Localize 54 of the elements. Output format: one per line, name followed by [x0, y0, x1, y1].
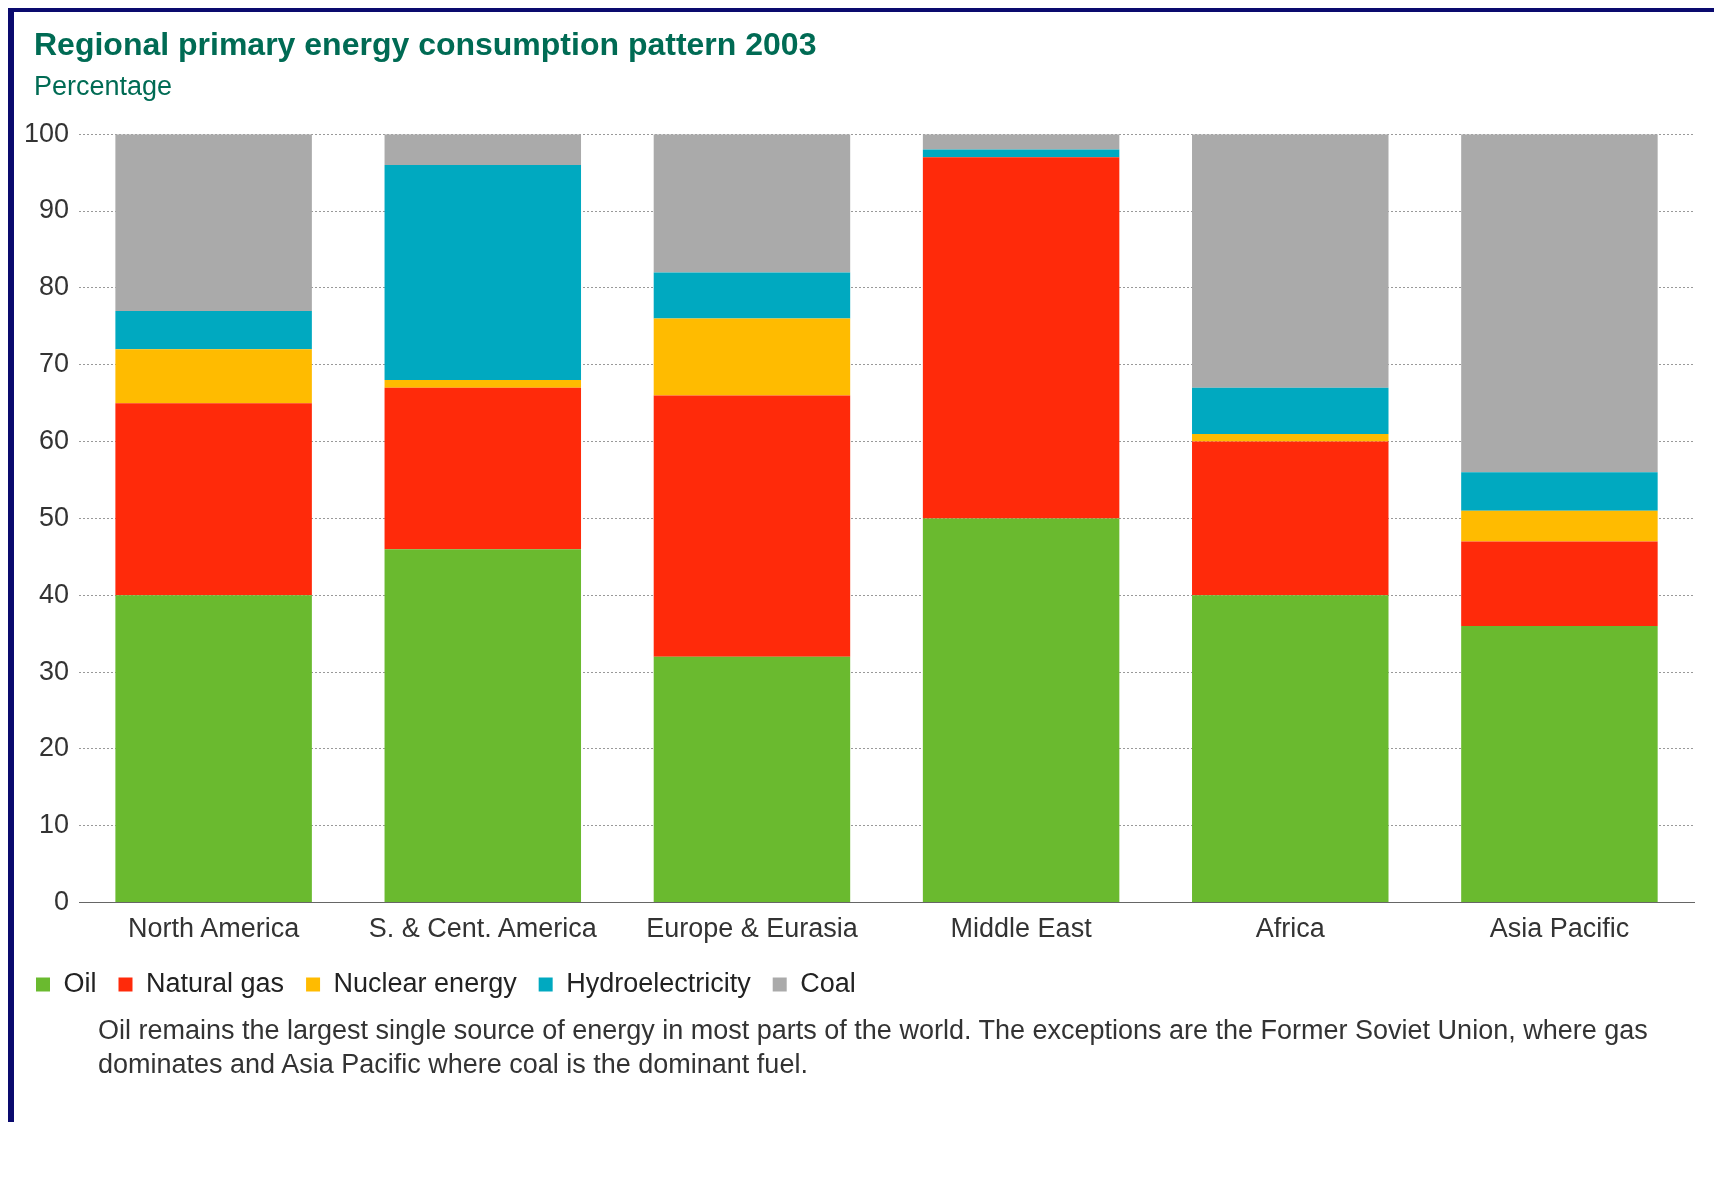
x-tick-label: Africa	[1255, 913, 1326, 944]
bar	[653, 272, 851, 319]
y-tick-label: 20	[39, 732, 70, 763]
bar	[115, 349, 312, 404]
bar	[1192, 134, 1389, 388]
bar	[653, 134, 851, 273]
y-tick-label: 10	[39, 809, 70, 840]
y-tick-label: 0	[54, 886, 70, 917]
bar	[115, 403, 312, 596]
chart-subtitle: Percentage	[33, 70, 174, 103]
bar	[115, 595, 312, 903]
bar	[922, 149, 1120, 158]
bar	[384, 134, 582, 165]
bar	[653, 395, 851, 657]
bar	[115, 310, 312, 350]
bar	[1192, 595, 1389, 903]
x-tick-label: North America	[128, 913, 301, 944]
y-tick-label: 50	[39, 501, 70, 532]
legend-label: Hydroelectricity	[566, 967, 752, 998]
bar	[1192, 433, 1389, 442]
chart-title: Regional primary energy consumption pattern 2003	[33, 25, 818, 63]
bar	[922, 134, 1120, 150]
y-tick-label: 100	[23, 117, 70, 148]
bar	[1192, 387, 1389, 434]
bar	[653, 656, 851, 903]
y-tick-label: 40	[39, 578, 70, 609]
legend-label: Natural gas	[146, 967, 285, 998]
x-tick-label: S. & Cent. America	[368, 913, 598, 944]
bar	[653, 318, 851, 396]
bar	[115, 134, 312, 311]
legend-label: Coal	[800, 967, 856, 998]
y-tick-label: 60	[39, 425, 70, 456]
x-tick-label: Middle East	[950, 913, 1093, 944]
bar	[1461, 510, 1658, 542]
bar	[1461, 472, 1658, 511]
bar	[384, 164, 582, 381]
legend-label: Nuclear energy	[333, 967, 518, 998]
legend-label: Oil	[63, 967, 97, 998]
bar	[922, 518, 1120, 903]
bar	[1461, 625, 1658, 903]
y-tick-label: 70	[39, 348, 70, 379]
bar	[1192, 441, 1389, 596]
y-tick-label: 90	[39, 194, 70, 225]
text: Oil remains the largest single source of energy in most parts of the world. The exceptions are the Former Soviet Union, where gas dominates and Asia Pacific where coal is the dominant fuel.	[97, 1014, 1649, 1081]
bar	[1461, 541, 1658, 626]
bar	[922, 157, 1120, 519]
y-tick-label: 80	[39, 271, 70, 302]
x-tick-label: Europe & Eurasia	[646, 913, 859, 944]
bar	[384, 387, 582, 550]
bar	[384, 380, 582, 388]
bar	[1461, 134, 1658, 473]
y-tick-label: 30	[39, 655, 70, 686]
bar	[384, 549, 582, 903]
x-tick-label: Asia Pacific	[1489, 913, 1630, 944]
